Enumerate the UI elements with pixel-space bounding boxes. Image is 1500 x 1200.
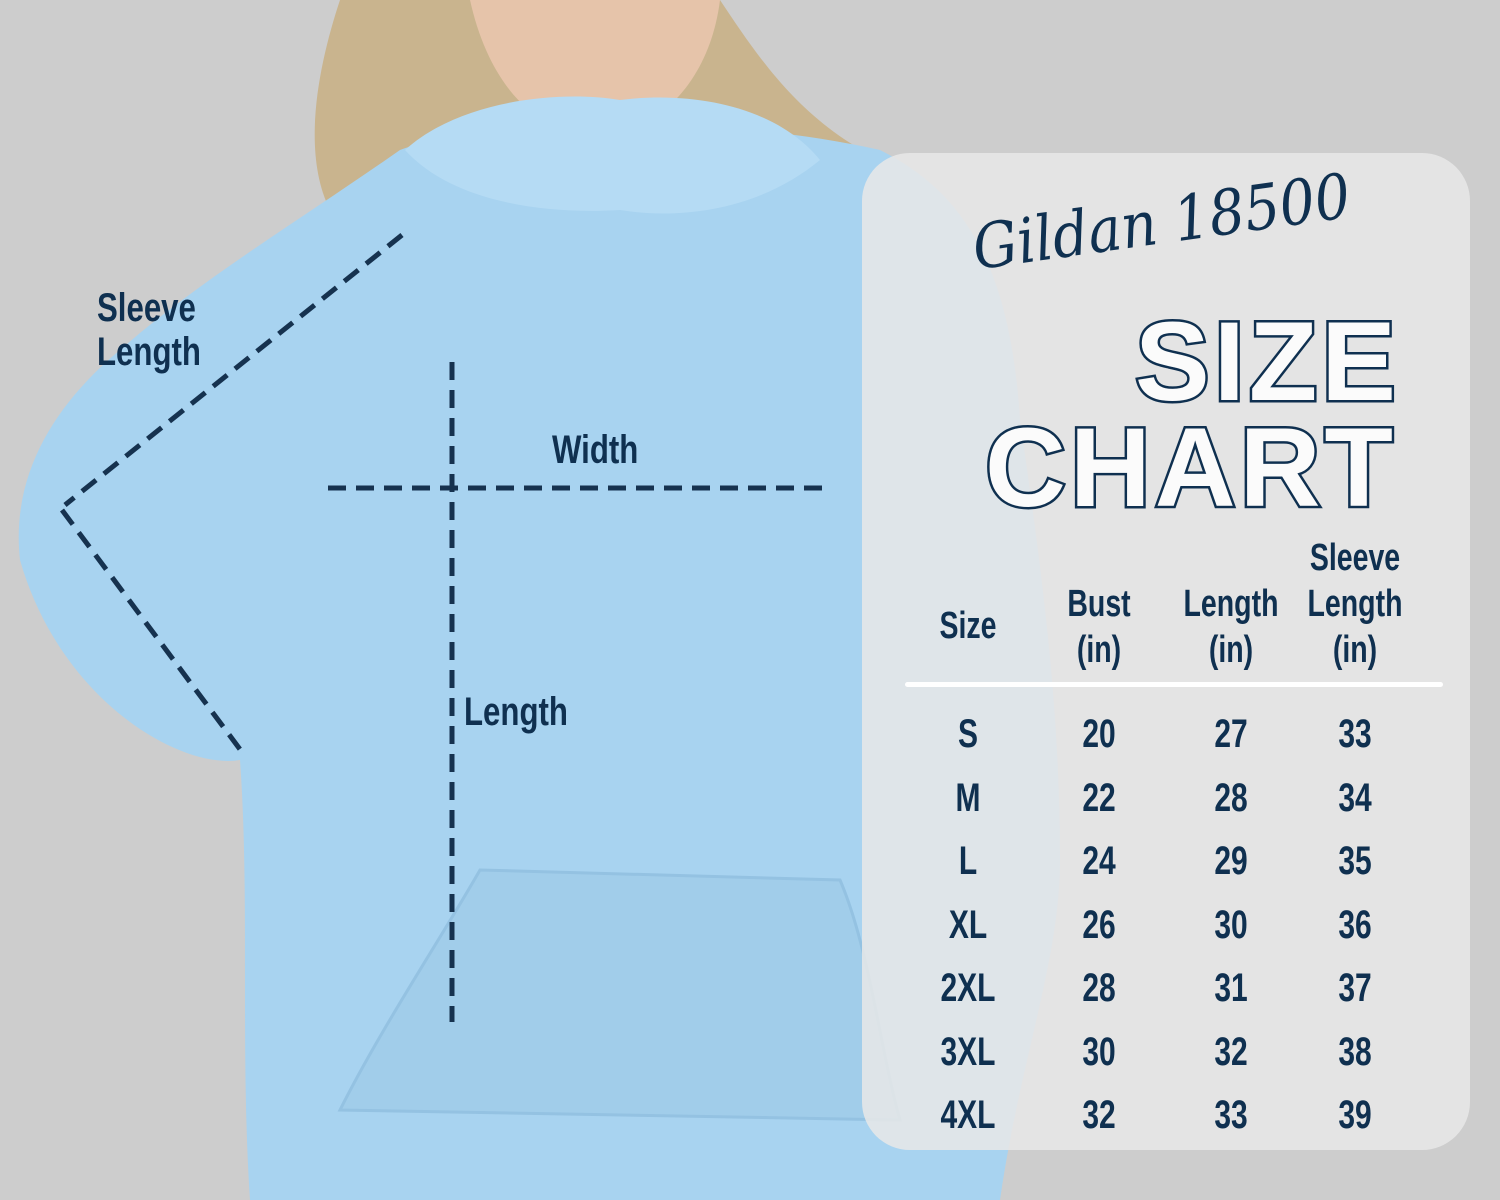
pocket [337, 868, 902, 1122]
measurement-cell: 31 [1214, 966, 1248, 1010]
measurement-cell: 36 [1338, 902, 1372, 947]
width-label: Width [552, 428, 639, 472]
measurement-cell: 32 [1082, 1093, 1116, 1137]
measurement-cell: 26 [1082, 902, 1116, 947]
measure-lines [59, 233, 830, 1022]
hood [405, 96, 820, 214]
measurement-cell: 30 [1082, 1029, 1116, 1074]
measurement-cell: 29 [1214, 839, 1248, 883]
measurement-cell: 28 [1214, 775, 1248, 820]
measurement-cell: 27 [1214, 712, 1248, 756]
size-chart-panel [862, 153, 1470, 1150]
title-size: SIZE [1133, 299, 1400, 424]
column-header: (in) [1076, 629, 1122, 671]
size-cell: 3XL [940, 1029, 996, 1074]
size-cell: S [957, 712, 979, 756]
length-label: Length [464, 690, 568, 734]
size-cell: L [958, 839, 978, 883]
measurement-cell: 24 [1082, 839, 1116, 883]
measurement-cell: 32 [1214, 1029, 1248, 1074]
measurement-cell: 37 [1338, 966, 1372, 1010]
column-header: Length [1307, 583, 1403, 625]
column-header: Size [939, 605, 997, 647]
measurement-cell: 20 [1082, 712, 1116, 756]
column-header: (in) [1332, 629, 1378, 671]
size-cell: M [955, 775, 981, 820]
size-cell: 2XL [940, 966, 996, 1010]
measurement-cell: 38 [1338, 1029, 1372, 1074]
sleeve-label-line2: Length [97, 330, 201, 374]
measurement-cell: 35 [1338, 839, 1372, 883]
measurement-cell: 28 [1082, 966, 1116, 1010]
column-header: Length [1183, 583, 1279, 625]
title-chart: CHART [983, 405, 1397, 530]
sleeve-label-line1: Sleeve [97, 286, 196, 330]
column-header: (in) [1208, 629, 1254, 671]
column-header: Bust [1067, 583, 1131, 625]
measurement-cell: 34 [1338, 775, 1372, 820]
measurement-cell: 22 [1082, 775, 1116, 820]
size-cell: 4XL [940, 1093, 996, 1137]
column-header: Sleeve [1309, 537, 1401, 579]
measurement-cell: 39 [1338, 1093, 1372, 1137]
measurement-cell: 33 [1338, 712, 1372, 756]
size-cell: XL [948, 902, 988, 947]
measurement-cell: 30 [1214, 902, 1248, 947]
measurement-cell: 33 [1214, 1093, 1248, 1137]
header-divider [905, 682, 1443, 687]
